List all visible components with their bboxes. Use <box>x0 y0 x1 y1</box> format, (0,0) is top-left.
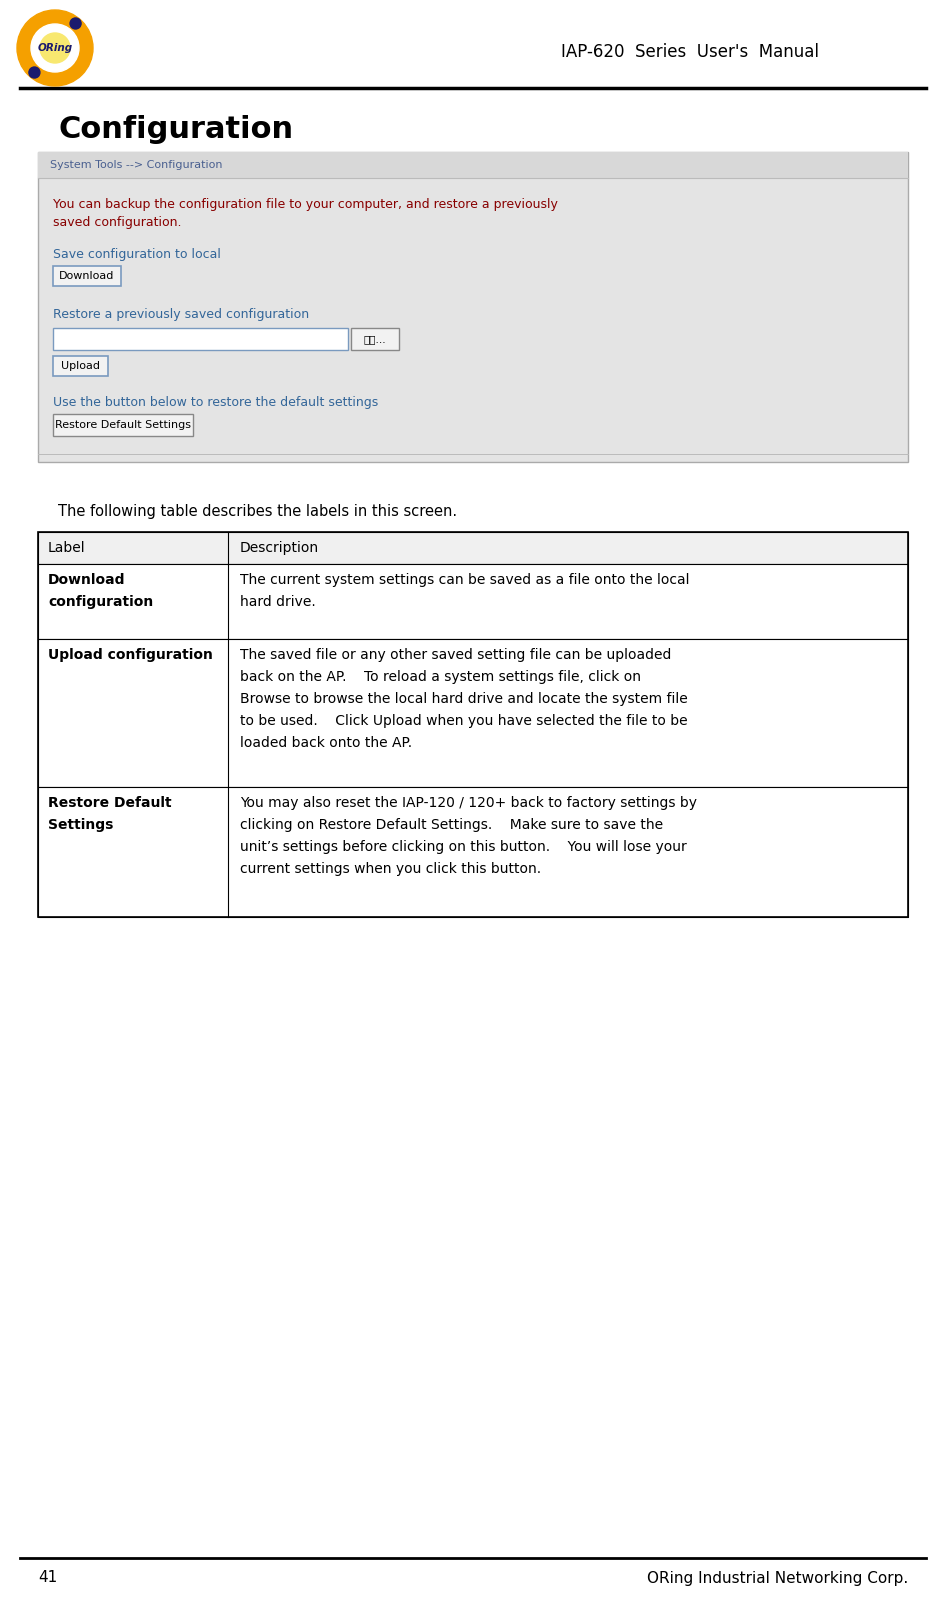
Text: Restore Default: Restore Default <box>48 796 171 811</box>
Text: hard drive.: hard drive. <box>240 595 316 609</box>
Text: You may also reset the IAP-120 / 120+ back to factory settings by: You may also reset the IAP-120 / 120+ ba… <box>240 796 697 811</box>
Bar <box>53 328 348 350</box>
Text: Download: Download <box>48 572 126 587</box>
Text: current settings when you click this button.: current settings when you click this but… <box>240 862 541 876</box>
Bar <box>38 532 908 564</box>
FancyBboxPatch shape <box>53 265 121 286</box>
Text: Use the button below to restore the default settings: Use the button below to restore the defa… <box>53 397 378 409</box>
Bar <box>38 152 908 177</box>
Text: Settings: Settings <box>48 819 114 831</box>
Circle shape <box>17 10 93 86</box>
Text: IAP-620  Series  User's  Manual: IAP-620 Series User's Manual <box>561 43 819 61</box>
Text: Label: Label <box>48 540 86 555</box>
Text: to be used.    Click Upload when you have selected the file to be: to be used. Click Upload when you have s… <box>240 715 688 728</box>
Text: You can backup the configuration file to your computer, and restore a previously: You can backup the configuration file to… <box>53 198 558 211</box>
Bar <box>38 532 908 916</box>
Circle shape <box>70 18 81 29</box>
Text: Browse to browse the local hard drive and locate the system file: Browse to browse the local hard drive an… <box>240 692 688 707</box>
Text: Restore a previously saved configuration: Restore a previously saved configuration <box>53 309 309 321</box>
Circle shape <box>31 24 79 72</box>
Circle shape <box>40 34 70 62</box>
Text: loaded back onto the AP.: loaded back onto the AP. <box>240 736 412 750</box>
Text: saved configuration.: saved configuration. <box>53 216 182 229</box>
Text: back on the AP.    To reload a system settings file, click on: back on the AP. To reload a system setti… <box>240 670 641 684</box>
Text: unit’s settings before clicking on this button.    You will lose your: unit’s settings before clicking on this … <box>240 839 687 854</box>
Bar <box>38 564 908 640</box>
FancyBboxPatch shape <box>53 414 193 437</box>
FancyBboxPatch shape <box>351 328 399 350</box>
Bar <box>38 640 908 787</box>
Circle shape <box>29 67 40 78</box>
Text: Upload configuration: Upload configuration <box>48 648 213 662</box>
Text: The current system settings can be saved as a file onto the local: The current system settings can be saved… <box>240 572 690 587</box>
Text: clicking on Restore Default Settings.    Make sure to save the: clicking on Restore Default Settings. Ma… <box>240 819 663 831</box>
Text: configuration: configuration <box>48 595 153 609</box>
Text: 浏览...: 浏览... <box>363 334 386 344</box>
Text: Save configuration to local: Save configuration to local <box>53 248 220 261</box>
FancyBboxPatch shape <box>53 357 108 376</box>
Text: Restore Default Settings: Restore Default Settings <box>55 421 191 430</box>
Bar <box>38 787 908 916</box>
Text: ORing Industrial Networking Corp.: ORing Industrial Networking Corp. <box>647 1570 908 1586</box>
Text: Download: Download <box>60 270 114 281</box>
Text: The following table describes the labels in this screen.: The following table describes the labels… <box>58 504 457 520</box>
Text: System Tools --> Configuration: System Tools --> Configuration <box>50 160 222 169</box>
Text: Description: Description <box>240 540 319 555</box>
Text: 41: 41 <box>38 1570 58 1586</box>
Bar <box>38 152 908 462</box>
Text: ORing: ORing <box>38 43 73 53</box>
Text: Upload: Upload <box>61 361 99 371</box>
Text: The saved file or any other saved setting file can be uploaded: The saved file or any other saved settin… <box>240 648 672 662</box>
Text: Configuration: Configuration <box>58 115 293 144</box>
